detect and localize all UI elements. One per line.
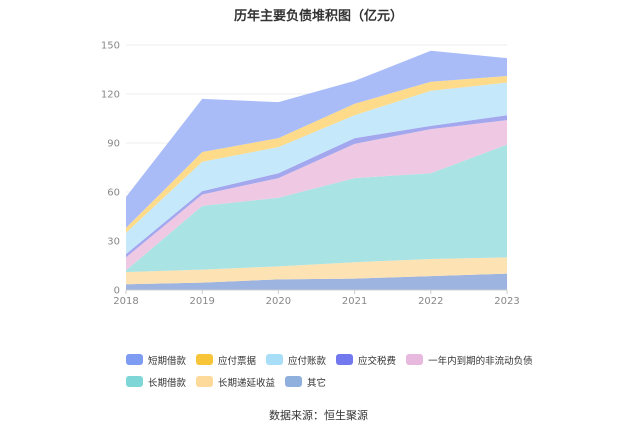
area-series-长期借款[interactable] [126,144,507,273]
legend-swatch [196,354,214,365]
legend-swatch [266,354,284,365]
legend-item-deferred-income[interactable]: 长期递延收益 [196,375,275,389]
legend-item-taxes-payable[interactable]: 应交税费 [336,353,396,367]
chart-title: 历年主要负债堆积图（亿元） [233,9,403,24]
legend-item-accounts-payable[interactable]: 应付账款 [266,353,326,367]
legend-swatch [126,354,143,365]
legend-label: 长期借款 [148,377,187,389]
area-series-应付账款[interactable] [126,82,507,255]
area-series-其它[interactable] [126,273,507,290]
x-tick-label: 2021 [342,296,367,307]
legend-item-long-term-loans[interactable]: 长期借款 [126,375,186,389]
legend-label: 一年内到期的非流动负债 [428,355,533,367]
x-tick-label: 2019 [189,296,214,307]
area-series-应付票据[interactable] [126,76,507,233]
x-tick-label: 2018 [113,296,138,307]
x-tick-label: 2020 [266,296,291,307]
legend-item-current-portion-noncurrent[interactable]: 一年内到期的非流动负债 [406,353,533,367]
legend-swatch [285,376,303,387]
legend-swatch [406,354,424,365]
y-tick-label: 0 [114,286,120,297]
y-tick-label: 90 [107,139,120,150]
x-tick-label: 2022 [418,296,443,307]
y-tick-label: 150 [101,41,120,52]
legend-label: 应付票据 [218,355,257,367]
legend-label: 其它 [307,377,327,389]
legend-label: 应付账款 [288,355,327,367]
legend-item-other[interactable]: 其它 [285,375,326,389]
y-tick-label: 120 [101,90,120,101]
legend-label: 短期借款 [148,355,187,367]
legend-swatch [336,354,354,365]
legend-swatch [196,376,214,387]
legend-label: 应交税费 [358,355,397,367]
legend-swatch [126,376,143,387]
x-tick-label: 2023 [494,296,519,307]
legend: 短期借款 应付票据 应付账款 应交税费 一年内到期的非流动负债 长期借款 长期递… [126,351,546,395]
y-tick-label: 30 [107,237,120,248]
legend-row-2: 长期借款 长期递延收益 其它 [126,373,546,390]
legend-item-notes-payable[interactable]: 应付票据 [196,353,256,367]
legend-item-short-term-loans[interactable]: 短期借款 [126,353,186,367]
legend-row-1: 短期借款 应付票据 应付账款 应交税费 一年内到期的非流动负债 [126,351,546,368]
area-series-一年内到期的非流动负债[interactable] [126,120,507,271]
y-tick-label: 60 [107,188,120,199]
legend-label: 长期递延收益 [218,377,276,389]
data-source-note: 数据来源：恒生聚源 [269,409,368,422]
area-series-短期借款[interactable] [126,50,507,228]
area-series-长期递延收益[interactable] [126,257,507,285]
